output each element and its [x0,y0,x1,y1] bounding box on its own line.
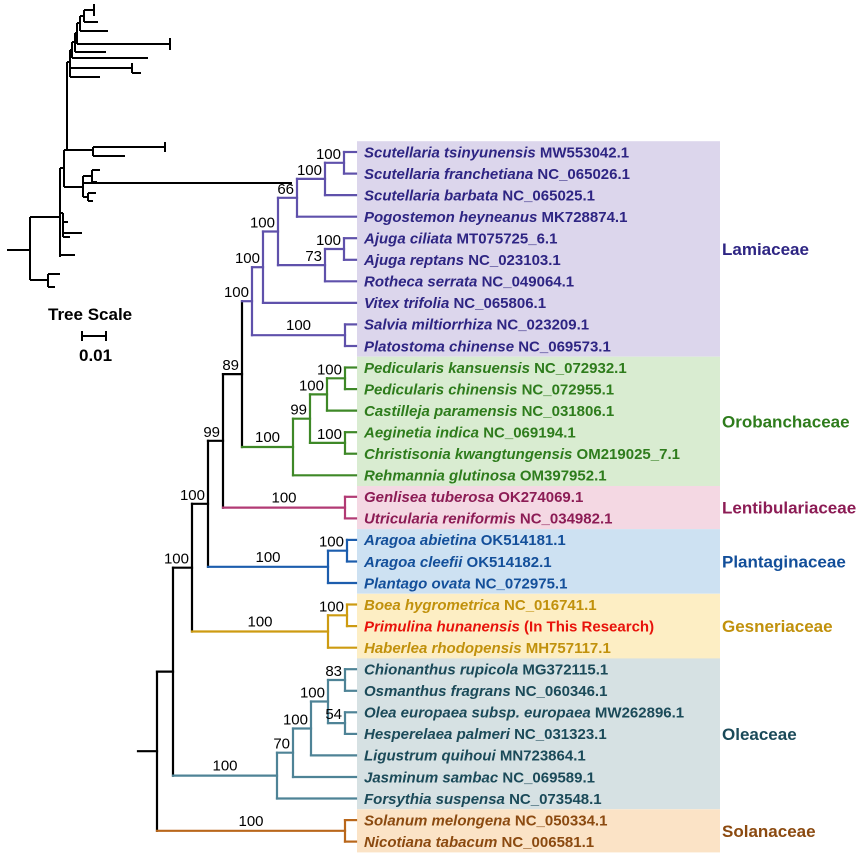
tip-label: Scutellaria franchetiana NC_065026.1 [364,166,630,183]
inset-phylogram [7,4,292,288]
tip-label: Boea hygrometrica NC_016741.1 [364,597,597,614]
support-value: 100 [316,232,341,249]
family-label: Lentibulariaceae [722,499,856,518]
support-value: 73 [305,248,322,265]
support-value: 100 [180,487,205,504]
support-value: 100 [250,215,275,232]
support-value: 99 [203,424,220,441]
tip-label: Osmanthus fragrans NC_060346.1 [364,683,607,700]
family-label: Oleaceae [722,725,797,744]
support-value: 100 [271,490,296,507]
family-band [357,141,720,357]
tree-scale-value: 0.01 [79,346,112,365]
family-band [357,356,720,486]
family-band [357,529,720,594]
tip-label: Aragoa abietina OK514181.1 [363,532,566,549]
tip-label: Rotheca serrata NC_049064.1 [364,274,574,291]
family-label: Orobanchaceae [722,412,850,431]
family-band [357,486,720,530]
tip-label: Chionanthus rupicola MG372115.1 [364,662,608,679]
support-value: 100 [286,317,311,334]
support-value: 100 [212,758,237,775]
support-value: 83 [325,663,342,680]
support-value: 100 [224,284,249,301]
tip-label: Pedicularis chinensis NC_072955.1 [364,381,614,398]
tip-label: Vitex trifolia NC_065806.1 [364,295,546,312]
tip-label: Utricularia reniformis NC_034982.1 [364,511,612,528]
support-value: 66 [277,181,294,198]
tip-label: Christisonia kwangtungensis OM219025_7.1 [364,446,680,463]
support-value: 100 [255,429,280,446]
tip-label: Scutellaria barbata NC_065025.1 [364,187,595,204]
tip-label: Scutellaria tsinyunensis MW553042.1 [364,144,629,161]
tip-label: Haberlea rhodopensis MH757117.1 [364,640,611,657]
support-value: 100 [297,162,322,179]
tip-label: Solanum melongena NC_050334.1 [364,812,607,829]
support-value: 70 [273,736,290,753]
tip-label: Pedicularis kansuensis NC_072932.1 [364,360,627,377]
support-value: 54 [325,706,342,723]
tip-label: Olea europaea subsp. europaea MW262896.1 [364,705,684,722]
tip-label: Forsythia suspensa NC_073548.1 [364,791,602,808]
family-band [357,658,720,810]
support-value: 100 [247,614,272,631]
family-label: Solanaceae [722,822,816,841]
tip-label: Ajuga reptans NC_023103.1 [363,252,561,269]
support-value: 99 [290,402,307,419]
tree-scale-legend: Tree Scale 0.01 [48,305,132,365]
support-value: 100 [235,250,260,267]
support-value: 100 [255,549,280,566]
support-value: 100 [299,377,324,394]
tip-label: Aeginetia indica NC_069194.1 [363,425,576,442]
tip-label: Hesperelaea palmeri NC_031323.1 [364,726,607,743]
support-value: 100 [319,598,344,615]
support-value: 89 [222,357,239,374]
tip-label: Nicotiana tabacum NC_006581.1 [364,834,594,851]
family-band [357,809,720,853]
support-value: 100 [300,685,325,702]
tip-label: Salvia miltiorrhiza NC_023209.1 [364,317,589,334]
family-bands [357,141,720,853]
family-band [357,593,720,659]
tip-label: Rehmannia glutinosa OM397952.1 [364,468,607,485]
tip-label: Aragoa cleefii OK514182.1 [363,554,552,571]
tip-label: Ligustrum quihoui MN723864.1 [364,748,586,765]
tip-label: Ajuga ciliata MT075725_6.1 [363,231,557,248]
support-value: 100 [317,426,342,443]
tip-label: Castilleja paramensis NC_031806.1 [364,403,614,420]
tip-label: Pogostemon heyneanus MK728874.1 [364,209,627,226]
support-value: 100 [317,361,342,378]
bootstrap-values: 1001006610073100100100100100100100991008… [164,146,344,830]
support-value: 100 [283,712,308,729]
main-tree-branches [136,150,358,843]
tip-label: Genlisea tuberosa OK274069.1 [364,489,583,506]
family-name-labels: Lamiaceae Orobanchaceae Lentibulariaceae Pl… [722,240,856,841]
support-value: 100 [316,146,341,163]
family-label: Lamiaceae [722,240,809,259]
tip-label: Jasminum sambac NC_069589.1 [364,769,595,786]
family-label: Plantaginaceae [722,553,846,572]
tip-label: Platostoma chinense NC_069573.1 [364,338,611,355]
support-value: 100 [238,813,263,830]
support-value: 100 [164,551,189,568]
family-label: Gesneriaceae [722,617,833,636]
tip-labels: Scutellaria tsinyunensis MW553042.1 Scute… [363,144,684,851]
tip-label: Plantago ovata NC_072975.1 [364,575,567,592]
tip-label: Primulina hunanensis (In This Research) [364,618,654,635]
support-value: 100 [319,534,344,551]
tree-scale-title: Tree Scale [48,305,132,324]
scale-bar [81,331,107,341]
